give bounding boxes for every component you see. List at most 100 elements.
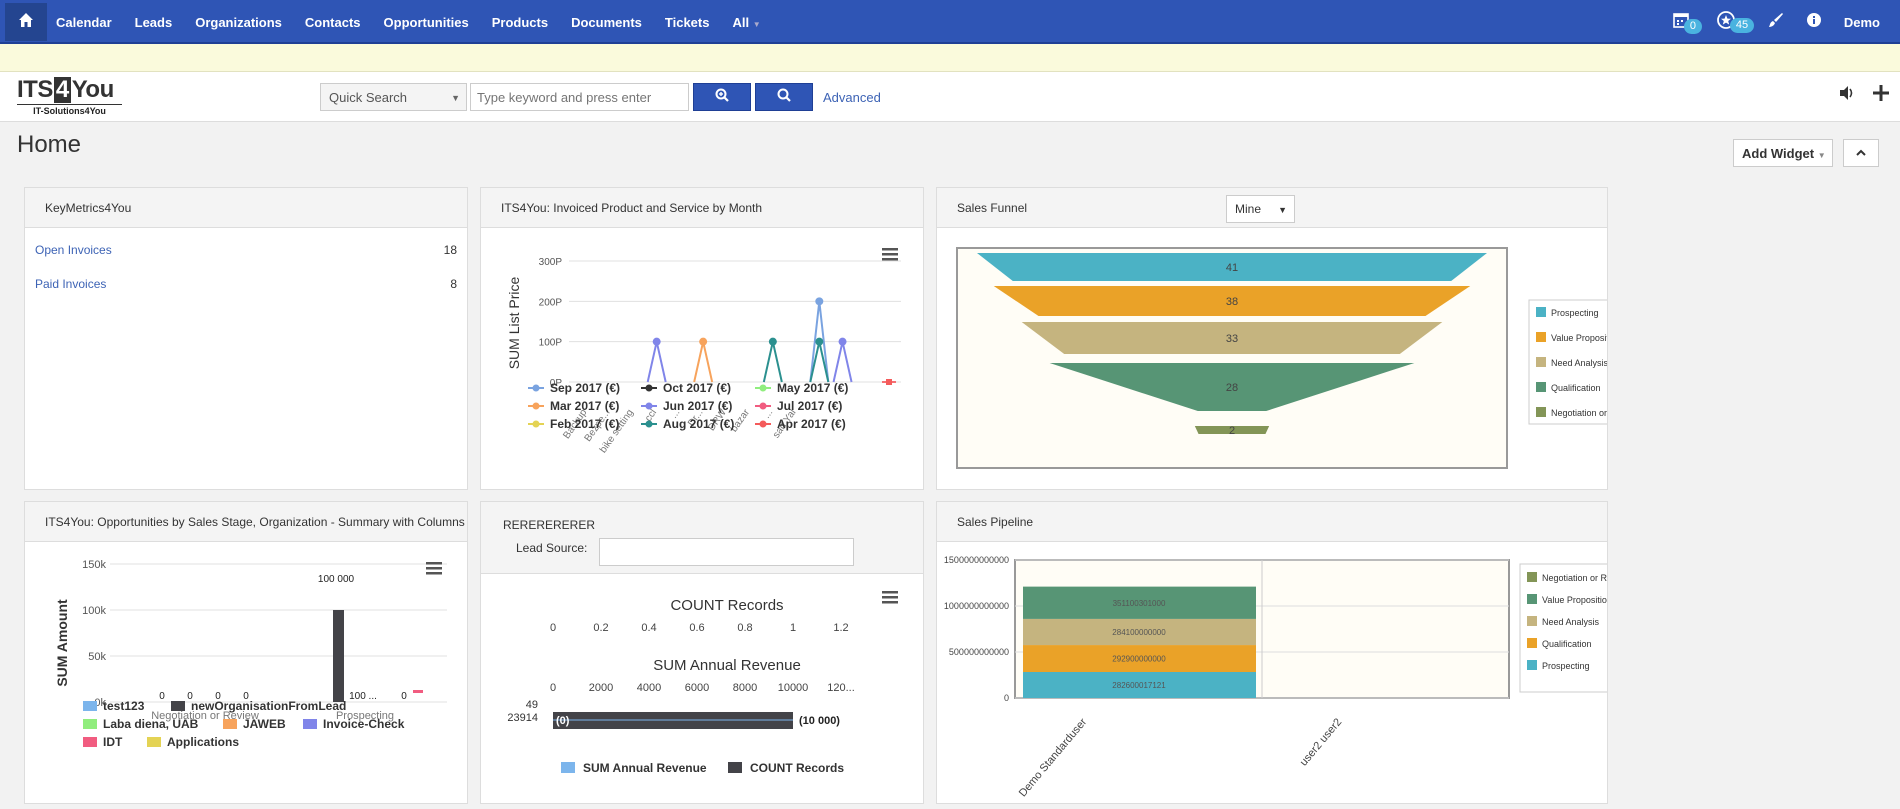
customize-button[interactable]	[1768, 12, 1784, 33]
paid-invoices-count: 8	[450, 277, 457, 291]
top-tick-label: 0.2	[593, 622, 608, 634]
legend-marker	[759, 420, 767, 428]
data-point	[886, 379, 892, 385]
legend-item: Jun 2017 (€)	[663, 399, 732, 413]
legend-swatch	[1536, 357, 1546, 367]
notifications-button[interactable]: 45	[1716, 10, 1755, 35]
quick-create-button[interactable]	[1872, 84, 1890, 107]
data-label: (0)	[556, 715, 570, 727]
chevron-up-icon	[1856, 144, 1866, 162]
rerere-widget: RERERERERER Lead Source: COUNT Records 0 0…	[480, 501, 924, 804]
legend-item: May 2017 (€)	[777, 381, 848, 395]
lead-source-select[interactable]	[599, 538, 854, 566]
nav-contacts[interactable]: Contacts	[304, 14, 361, 30]
legend-swatch	[1536, 307, 1546, 317]
series-line	[646, 341, 667, 383]
nav-all-label: All	[732, 14, 750, 30]
legend-item: Invoice-Check	[323, 717, 405, 731]
company-logo[interactable]: ITS 4 You IT-Solutions4You	[17, 77, 122, 117]
lead-source-label: Lead Source:	[516, 541, 588, 555]
y-tick-label: 100P	[539, 338, 563, 349]
legend-marker	[759, 384, 767, 392]
top-tick-label: 1.2	[833, 622, 848, 634]
nav-calendar[interactable]: Calendar	[56, 14, 112, 30]
data-label: 0	[187, 691, 193, 702]
legend-item: Qualification	[1542, 639, 1592, 649]
chevron-down-icon: ▼	[752, 19, 761, 29]
y-tick-label: 0P	[550, 378, 563, 389]
data-label: 351100301000	[1113, 599, 1166, 608]
help-button[interactable]	[1806, 12, 1822, 33]
legend-item: COUNT Records	[750, 761, 844, 775]
search-input[interactable]	[470, 83, 689, 111]
nav-opportunities[interactable]: Opportunities	[383, 14, 469, 30]
y-axis-title: SUM Amount	[54, 599, 70, 687]
bar	[1023, 586, 1256, 619]
mid-tick-label: 10000	[778, 682, 809, 694]
invoiced-widget: ITS4You: Invoiced Product and Service by…	[480, 187, 924, 490]
top-tick-label: 0.4	[641, 622, 656, 634]
y-tick-label: 500000000000	[949, 647, 1009, 657]
announcement-speaker-button[interactable]	[1838, 84, 1856, 107]
page-title: Home	[17, 131, 82, 158]
x-tick-label: Demo Standarduser	[1017, 716, 1090, 799]
legend-item: Laba diena, UAB	[103, 717, 199, 731]
data-point	[699, 337, 708, 346]
legend-swatch	[1527, 572, 1537, 582]
y-tick-label: 200P	[539, 297, 563, 308]
data-label: 282600017121	[1112, 681, 1166, 690]
chart-menu-icon[interactable]	[426, 562, 442, 575]
rerere-widget-title[interactable]: RERERERERER	[503, 518, 596, 532]
invoiced-chart: SUM List Price300P200P100P0PBackupBezpe.…	[506, 248, 901, 455]
nav-documents[interactable]: Documents	[571, 14, 642, 30]
x-tick-label: Prospecting	[336, 710, 394, 722]
collapse-button[interactable]	[1843, 139, 1879, 167]
zoom-search-button[interactable]	[693, 83, 751, 111]
zoom-in-icon	[715, 88, 729, 107]
legend-swatch	[561, 762, 575, 773]
sales-funnel-widget: Sales Funnel 41 38 33 28 2 Prospecting Value P…	[936, 187, 1608, 490]
top-tick-label: 0.8	[737, 622, 752, 634]
bar	[333, 610, 344, 702]
nav-tickets[interactable]: Tickets	[664, 14, 710, 30]
legend-swatch	[83, 701, 97, 711]
chevron-down-icon: ▼	[1278, 205, 1287, 215]
legend-swatch	[1536, 382, 1546, 392]
legend-item: Feb 2017 (€)	[550, 417, 619, 431]
data-label: 0	[215, 691, 221, 702]
invoiced-widget-title[interactable]: ITS4You: Invoiced Product and Service by…	[481, 188, 923, 228]
funnel-segment	[977, 253, 1487, 281]
user-menu[interactable]: Demo	[1843, 14, 1880, 30]
legend-item: newOrganisationFromLead	[191, 699, 346, 713]
plus-icon	[1872, 85, 1890, 106]
search-button[interactable]	[755, 83, 813, 111]
y-tick-label: 1500000000000	[944, 555, 1009, 565]
sales-pipeline-widget-title[interactable]: Sales Pipeline	[937, 502, 1607, 542]
logo-text-its: ITS	[17, 76, 53, 103]
paid-invoices-link[interactable]: Paid Invoices	[35, 277, 107, 291]
home-button[interactable]	[5, 3, 47, 41]
nav-leads[interactable]: Leads	[134, 14, 173, 30]
quick-search-module-select[interactable]: Quick Search ▼	[320, 83, 467, 111]
advanced-search-link[interactable]: Advanced	[823, 90, 881, 105]
opportunities-widget-title[interactable]: ITS4You: Opportunities by Sales Stage, O…	[25, 502, 467, 542]
legend-item: Need Analysis	[1551, 358, 1607, 368]
chart-menu-icon[interactable]	[882, 248, 898, 261]
add-widget-button[interactable]: Add Widget ▼	[1733, 139, 1833, 167]
owner-filter-select[interactable]: Mine ▼	[1226, 195, 1295, 223]
data-point	[652, 337, 661, 346]
funnel-segment	[1021, 322, 1443, 354]
mid-tick-label: 0	[550, 682, 556, 694]
open-invoices-link[interactable]: Open Invoices	[35, 243, 112, 257]
nav-organizations[interactable]: Organizations	[195, 14, 282, 30]
chart-menu-icon[interactable]	[882, 591, 898, 604]
legend-marker	[645, 384, 653, 392]
chevron-down-icon: ▼	[1817, 151, 1826, 160]
nav-products[interactable]: Products	[491, 14, 549, 30]
header-tools	[1838, 84, 1890, 107]
nav-all-menu[interactable]: All ▼	[732, 15, 760, 30]
calendar-reminder-button[interactable]: 0	[1672, 11, 1702, 34]
legend-box	[1528, 299, 1607, 425]
legend-item: Value Propositio	[1542, 595, 1607, 605]
keymetrics-widget-title[interactable]: KeyMetrics4You	[25, 188, 467, 228]
